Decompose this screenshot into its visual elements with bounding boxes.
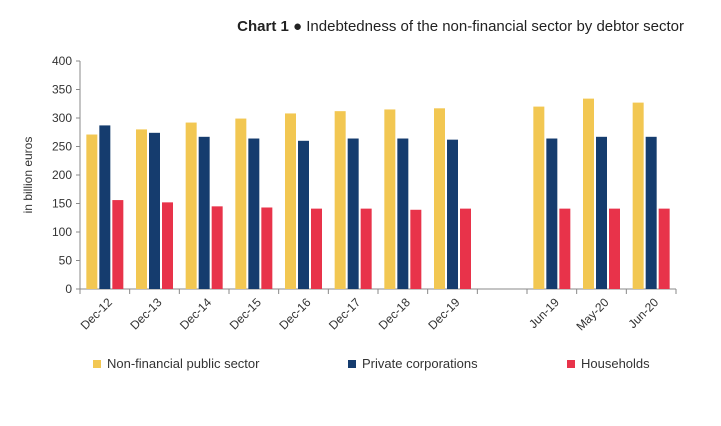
legend-item-households: Households <box>567 356 650 371</box>
bar-private-corporations <box>347 138 359 289</box>
bar-public-sector <box>632 102 644 289</box>
chart-title-text: Indebtedness of the non-financial sector… <box>306 18 684 35</box>
x-tick-label: Dec-19 <box>425 295 462 332</box>
x-tick-label: Dec-13 <box>127 295 164 332</box>
y-tick-label: 150 <box>52 197 72 211</box>
bar-households <box>360 208 372 289</box>
x-tick-label: Dec-16 <box>276 295 313 332</box>
bar-households <box>112 200 124 289</box>
bar-private-corporations <box>397 138 409 289</box>
x-tick-label: May-20 <box>573 295 611 333</box>
x-tick-label: Dec-14 <box>177 295 214 332</box>
bar-households <box>609 208 620 289</box>
legend-item-private-corporations: Private corporations <box>348 356 478 371</box>
y-tick-label: 0 <box>65 282 72 296</box>
bar-households <box>559 208 571 289</box>
x-tick-label: Dec-12 <box>78 295 115 332</box>
bar-households <box>410 209 422 289</box>
legend: Non-financial public sector Private corp… <box>0 356 721 376</box>
chart-number: Chart 1 <box>237 18 289 35</box>
bars <box>86 98 670 290</box>
bar-public-sector <box>334 111 346 289</box>
legend-label-households: Households <box>581 356 650 371</box>
bar-public-sector <box>235 118 247 289</box>
y-tick-label: 200 <box>52 168 72 182</box>
y-axis-title: in billion euros <box>21 137 35 214</box>
legend-swatch-households <box>567 359 575 368</box>
bar-households <box>261 207 273 289</box>
y-tick-label: 300 <box>52 111 72 125</box>
bar-private-corporations <box>149 132 160 289</box>
x-tick-label: Jun-20 <box>625 295 661 331</box>
bar-public-sector <box>185 122 197 289</box>
bar-public-sector <box>533 106 545 289</box>
bar-public-sector <box>384 109 396 289</box>
x-tick-label: Dec-15 <box>227 295 264 332</box>
x-tick-label: Dec-18 <box>376 295 413 332</box>
bar-private-corporations <box>447 139 458 289</box>
bar-private-corporations <box>298 140 309 289</box>
y-tick-label: 350 <box>52 83 72 97</box>
x-axis: Dec-12 Dec-13 Dec-14 Dec-15 Dec-16 Dec-17 Dec-… <box>78 288 677 333</box>
y-axis: 0 50 100 150 200 250 300 350 400 <box>52 54 81 296</box>
bar-households <box>460 208 471 289</box>
bar-households <box>162 202 173 289</box>
legend-swatch-private-corporations <box>348 359 356 368</box>
bar-households <box>211 206 223 289</box>
chart-title: Chart 1 ● Indebtedness of the non-financ… <box>0 18 684 35</box>
y-tick-label: 100 <box>52 225 72 239</box>
legend-swatch-public-sector <box>93 359 101 368</box>
y-tick-label: 250 <box>52 140 72 154</box>
bar-public-sector <box>285 113 296 289</box>
bar-public-sector <box>434 108 445 289</box>
bar-private-corporations <box>596 136 607 289</box>
bar-private-corporations <box>645 136 657 289</box>
bar-households <box>658 208 670 289</box>
bar-private-corporations <box>546 138 558 289</box>
bar-public-sector <box>86 134 98 289</box>
bar-households <box>311 208 322 289</box>
bar-public-sector <box>136 129 147 289</box>
bar-private-corporations <box>198 136 210 289</box>
y-tick-label: 400 <box>52 54 72 68</box>
legend-item-public-sector: Non-financial public sector <box>93 356 259 371</box>
y-tick-label: 50 <box>59 254 73 268</box>
bar-private-corporations <box>99 125 111 289</box>
title-bullet: ● <box>293 18 303 35</box>
bar-public-sector <box>583 98 594 290</box>
x-tick-label: Jun-19 <box>526 295 562 331</box>
legend-label-private-corporations: Private corporations <box>362 356 478 371</box>
legend-label-public-sector: Non-financial public sector <box>107 356 260 371</box>
x-tick-label: Dec-17 <box>326 295 363 332</box>
bar-private-corporations <box>248 138 260 289</box>
